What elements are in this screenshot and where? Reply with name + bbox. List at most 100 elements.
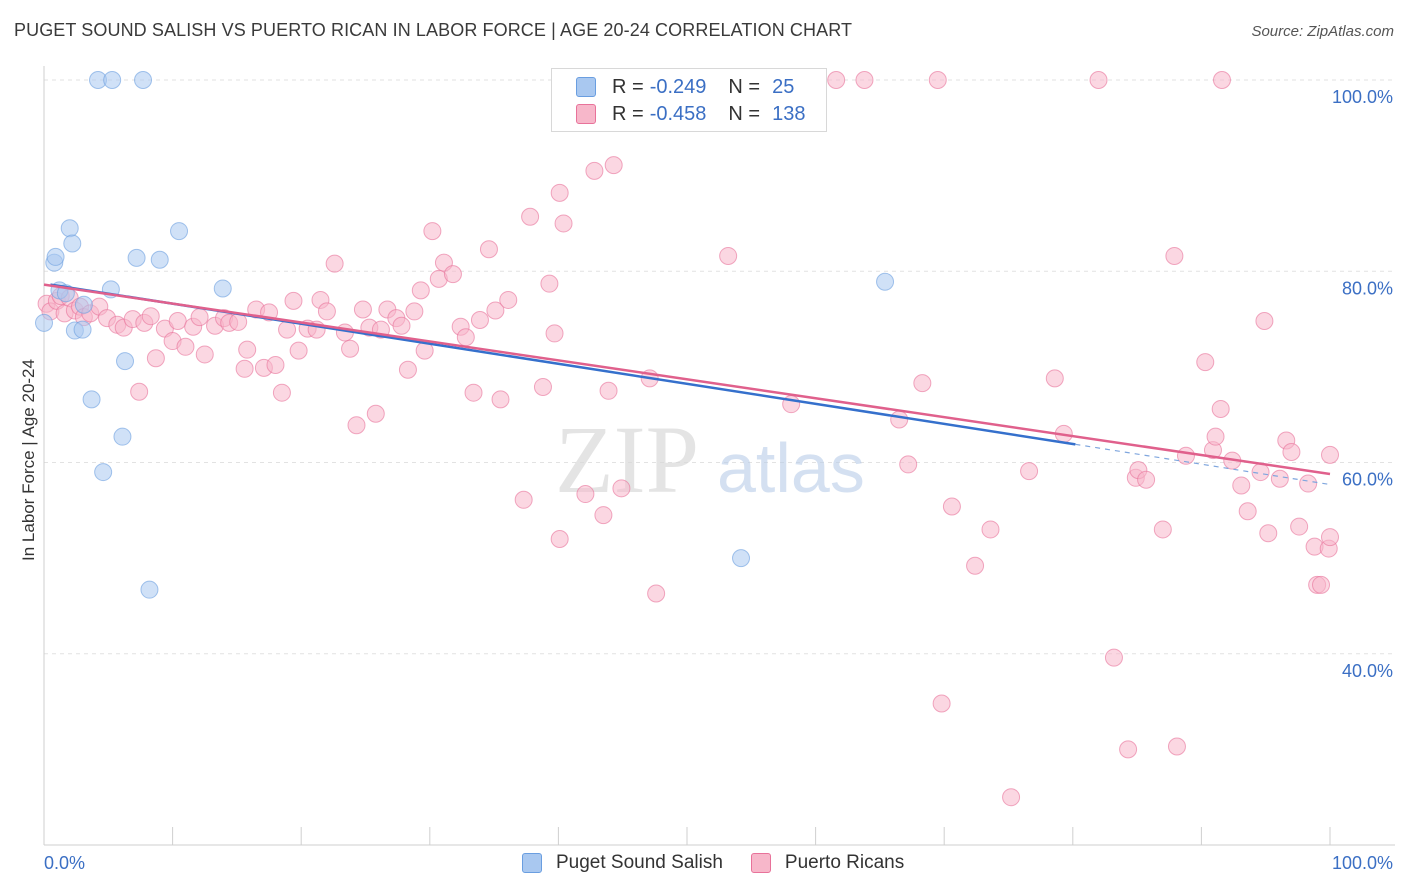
watermark-atlas: atlas [717,429,865,507]
legend-item-salish: Puget Sound Salish [522,852,723,874]
source-label: Source: ZipAtlas.com [1251,23,1394,40]
puerto-rican-point [392,316,411,335]
chart-title: PUGET SOUND SALISH VS PUERTO RICAN IN LA… [14,20,853,40]
puerto-rican-point [827,71,846,89]
puerto-rican-point [1119,740,1138,759]
n-value: 138 [772,102,806,125]
tick-labels: 100.0% 80.0% 60.0% 40.0% 0.0% 100.0% [44,87,1393,873]
salish-point [876,272,895,291]
puerto-rican-point [1259,524,1278,543]
puerto-rican-point [1137,470,1156,489]
r-value: -0.249 [649,75,707,98]
puerto-rican-point [1321,528,1339,547]
r-label: R = [612,102,644,125]
x-tick-label: 100.0% [1332,853,1393,873]
legend-label: Puget Sound Salish [556,852,723,873]
puerto-rican-swatch [750,853,771,873]
puerto-rican-point [1270,469,1289,488]
puerto-rican-swatch [576,104,596,124]
puerto-rican-point [1232,476,1251,495]
puerto-rican-point [266,355,285,374]
legend-item-puerto-ricans: Puerto Ricans [750,852,905,874]
puerto-rican-point [1299,474,1318,493]
salish-point [103,71,122,89]
puerto-rican-point [146,349,165,368]
puerto-rican-point [491,390,510,409]
puerto-rican-point [942,497,961,516]
puerto-rican-point [1002,788,1021,807]
salish-swatch [522,853,542,873]
puerto-rican-point [719,246,738,265]
salish-point [63,234,82,253]
puerto-rican-point [284,291,303,310]
puerto-rican-point [899,455,918,474]
puerto-rican-point [599,381,618,400]
puerto-rican-point [272,383,291,402]
puerto-rican-point [1206,427,1225,446]
salish-point [150,250,169,269]
y-axis-label: In Labor Force | Age 20-24 [19,359,38,561]
salish-point [73,320,92,339]
r-label: R = [612,75,644,98]
salish-point [74,295,93,314]
puerto-rican-point [540,274,559,293]
legend-label: Puerto Ricans [784,852,905,873]
puerto-rican-point [913,374,932,393]
puerto-rican-point [545,324,564,343]
puerto-rican-point [855,71,874,89]
puerto-rican-point [464,383,483,402]
puerto-rican-point [317,302,336,321]
puerto-rican-point [585,161,604,180]
salish-point [213,279,232,298]
puerto-rican-point [1196,353,1215,372]
puerto-rican-point [966,556,985,575]
salish-point [46,247,65,266]
puerto-rican-point [1255,311,1274,330]
puerto-rican-point [235,359,254,378]
puerto-rican-point [1290,517,1309,536]
puerto-rican-point [176,337,195,356]
puerto-rican-point [1045,369,1064,388]
trend-lines [43,283,1331,486]
puerto-rican-point [1104,648,1123,667]
puerto-rican-point [168,311,187,330]
puerto-rican-point [238,340,257,359]
puerto-rican-point [1211,399,1230,418]
n-label: N = [728,102,761,125]
puerto-rican-point [486,301,505,320]
puerto-rican-point [928,71,947,89]
salish-trend-extension [1075,443,1331,486]
puerto-rican-point [550,530,569,548]
salish-point [116,352,135,371]
puerto-rican-point [1167,737,1186,756]
puerto-rican-point [514,490,533,509]
puerto-rican-trend-line [43,283,1331,476]
puerto-rican-point [981,520,1000,539]
salish-point [170,222,189,241]
puerto-rican-point [521,207,540,226]
puerto-rican-point [576,485,595,504]
puerto-rican-point [366,404,385,423]
puerto-rican-point [423,222,442,241]
puerto-rican-point [289,341,308,360]
puerto-rican-point [1282,442,1301,461]
r-value: -0.458 [649,102,707,125]
puerto-rican-point [405,302,424,321]
y-tick-label: 40.0% [1342,661,1393,681]
puerto-rican-point [141,307,160,326]
puerto-rican-point [347,416,366,435]
puerto-rican-point [1311,575,1330,594]
puerto-rican-point [1321,445,1339,464]
puerto-rican-point [195,345,214,364]
puerto-rican-point [325,254,344,273]
puerto-rican-point [470,311,489,330]
puerto-rican-point [190,308,209,327]
axes [43,66,1395,846]
salish-point [113,427,132,446]
puerto-rican-point [647,584,666,603]
legend-row-salish: R = -0.249 N = 25 [576,75,794,99]
watermark: ZIP atlas [555,406,865,513]
n-label: N = [728,75,761,98]
puerto-rican-point [479,240,498,259]
puerto-rican-point [353,300,372,319]
